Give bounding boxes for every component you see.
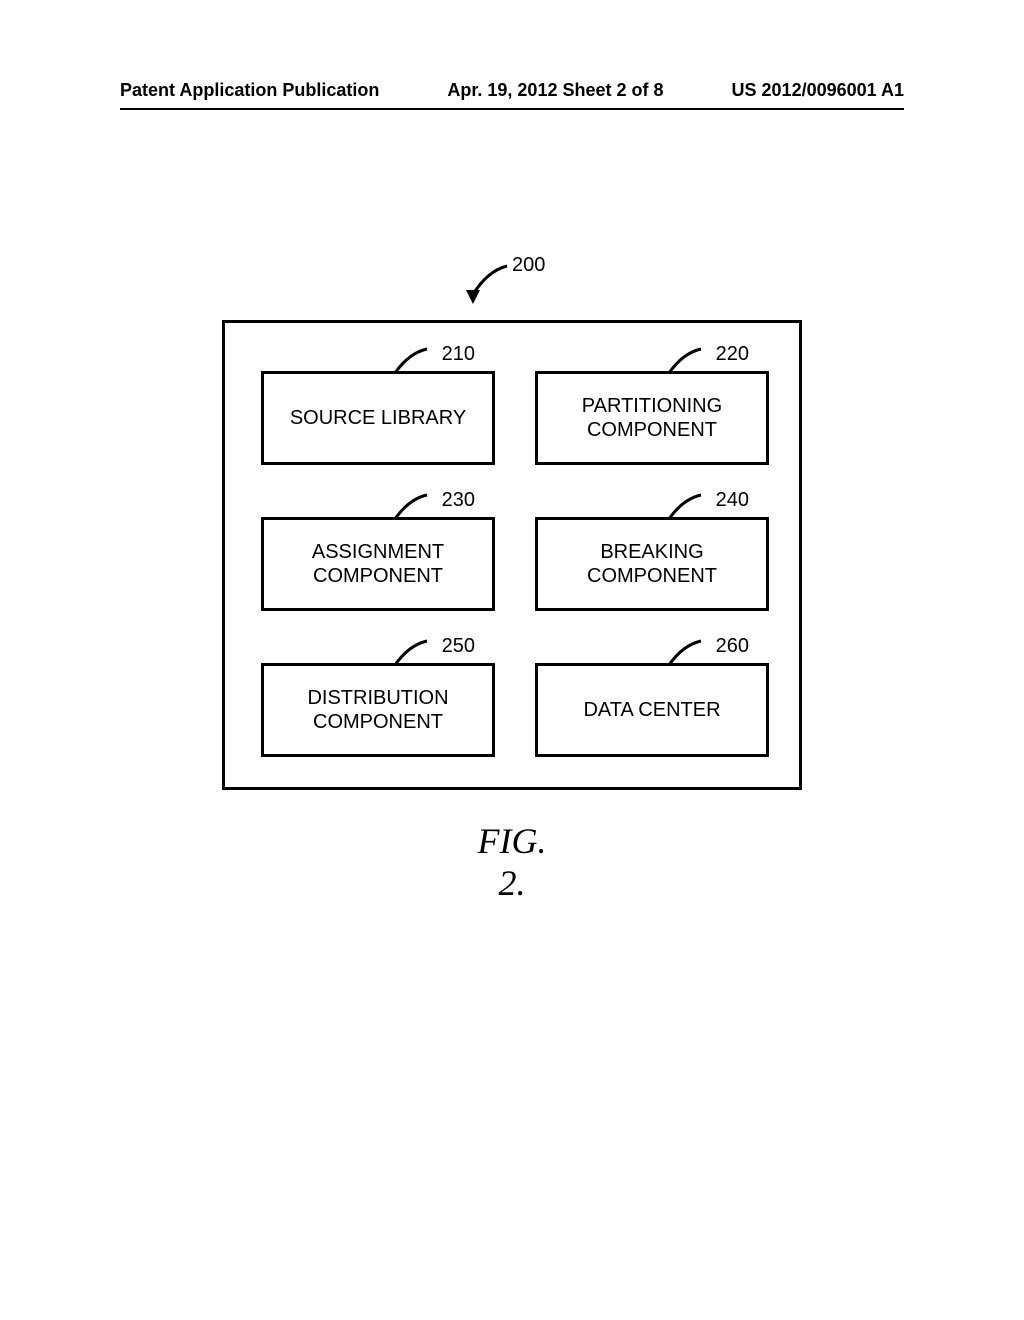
header-right: US 2012/0096001 A1 xyxy=(732,80,904,101)
ref-label-250: 250 xyxy=(442,635,475,658)
component-grid: 210SOURCE LIBRARY220PARTITIONINGCOMPONEN… xyxy=(261,371,763,757)
figure-caption-line1: FIG. xyxy=(0,820,1024,862)
component-cell-240: 240BREAKINGCOMPONENT xyxy=(535,517,769,611)
ref-label-230: 230 xyxy=(442,489,475,512)
figure-2: 200 210SOURCE LIBRARY220PARTITIONINGCOMP… xyxy=(0,320,1024,904)
component-label-230: ASSIGNMENTCOMPONENT xyxy=(312,540,444,588)
component-label-220: PARTITIONINGCOMPONENT xyxy=(582,394,722,442)
system-box-200: 210SOURCE LIBRARY220PARTITIONINGCOMPONEN… xyxy=(222,320,802,790)
component-label-240: BREAKINGCOMPONENT xyxy=(587,540,717,588)
figure-caption: FIG. 2. xyxy=(0,820,1024,904)
ref-200-arrowhead xyxy=(466,290,480,304)
component-cell-230: 230ASSIGNMENTCOMPONENT xyxy=(261,517,495,611)
component-box-220: PARTITIONINGCOMPONENT xyxy=(535,371,769,465)
component-label-210: SOURCE LIBRARY xyxy=(290,406,466,430)
figure-caption-line2: 2. xyxy=(0,862,1024,904)
ref-200-label: 200 xyxy=(512,254,545,277)
component-box-230: ASSIGNMENTCOMPONENT xyxy=(261,517,495,611)
ref-label-220: 220 xyxy=(716,343,749,366)
ref-label-260: 260 xyxy=(716,635,749,658)
component-cell-220: 220PARTITIONINGCOMPONENT xyxy=(535,371,769,465)
component-label-250: DISTRIBUTIONCOMPONENT xyxy=(307,686,448,734)
component-box-260: DATA CENTER xyxy=(535,663,769,757)
ref-label-240: 240 xyxy=(716,489,749,512)
ref-label-210: 210 xyxy=(442,343,475,366)
component-cell-210: 210SOURCE LIBRARY xyxy=(261,371,495,465)
ref-200-leader: 200 xyxy=(472,260,532,320)
header-center: Apr. 19, 2012 Sheet 2 of 8 xyxy=(447,80,663,101)
component-box-250: DISTRIBUTIONCOMPONENT xyxy=(261,663,495,757)
page-header: Patent Application Publication Apr. 19, … xyxy=(0,80,1024,101)
component-cell-250: 250DISTRIBUTIONCOMPONENT xyxy=(261,663,495,757)
component-box-210: SOURCE LIBRARY xyxy=(261,371,495,465)
component-cell-260: 260DATA CENTER xyxy=(535,663,769,757)
component-label-260: DATA CENTER xyxy=(583,698,720,722)
header-rule xyxy=(120,108,904,110)
component-box-240: BREAKINGCOMPONENT xyxy=(535,517,769,611)
header-left: Patent Application Publication xyxy=(120,80,379,101)
